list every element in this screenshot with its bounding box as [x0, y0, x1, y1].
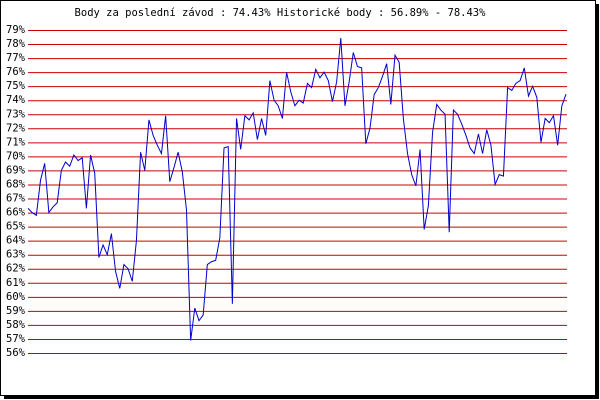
y-tick-label: 59% — [6, 305, 26, 317]
y-tick-label: 61% — [6, 277, 26, 289]
y-tick-label: 77% — [6, 52, 26, 64]
y-tick-label: 76% — [6, 66, 26, 78]
y-tick-label: 79% — [6, 24, 26, 36]
y-tick-label: 62% — [6, 263, 26, 275]
y-tick-label: 74% — [6, 94, 26, 106]
y-tick-label: 63% — [6, 249, 26, 261]
y-tick-label: 65% — [6, 221, 26, 233]
y-tick-label: 70% — [6, 150, 26, 162]
y-tick-label: 60% — [6, 291, 26, 303]
data-line — [27, 37, 567, 341]
y-tick-label: 58% — [6, 319, 26, 331]
y-tick-label: 73% — [6, 108, 26, 120]
y-tick-label: 64% — [6, 235, 26, 247]
y-tick-label: 66% — [6, 207, 26, 219]
chart-title: Body za poslední závod : 74.43% Historic… — [75, 7, 487, 19]
y-tick-label: 78% — [6, 38, 26, 50]
y-tick-label: 56% — [6, 347, 26, 359]
y-tick-label: 69% — [6, 164, 26, 176]
y-tick-label: 57% — [6, 333, 26, 345]
y-tick-label: 72% — [6, 122, 26, 134]
y-tick-label: 68% — [6, 178, 26, 190]
y-tick-label: 67% — [6, 193, 26, 205]
y-tick-label: 75% — [6, 80, 26, 92]
y-tick-label: 71% — [6, 136, 26, 148]
